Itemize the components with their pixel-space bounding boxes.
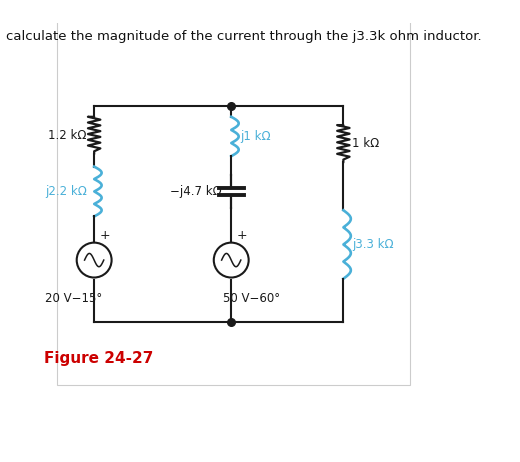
- Text: j2.2 kΩ: j2.2 kΩ: [45, 185, 87, 198]
- Text: j3.3 kΩ: j3.3 kΩ: [353, 238, 394, 251]
- Text: +: +: [99, 229, 110, 242]
- Text: 1 kΩ: 1 kΩ: [353, 137, 380, 150]
- Text: j1 kΩ: j1 kΩ: [240, 130, 271, 143]
- Text: Figure 24-27: Figure 24-27: [44, 352, 154, 366]
- Text: calculate the magnitude of the current through the j3.3k ohm inductor.: calculate the magnitude of the current t…: [6, 30, 482, 43]
- FancyBboxPatch shape: [57, 15, 410, 385]
- Text: −j4.7 kΩ: −j4.7 kΩ: [171, 185, 222, 198]
- Text: +: +: [236, 229, 247, 242]
- Text: 20 V−15°: 20 V−15°: [45, 292, 102, 305]
- Text: 50 V−60°: 50 V−60°: [224, 292, 281, 305]
- Text: 1.2 kΩ: 1.2 kΩ: [48, 129, 87, 142]
